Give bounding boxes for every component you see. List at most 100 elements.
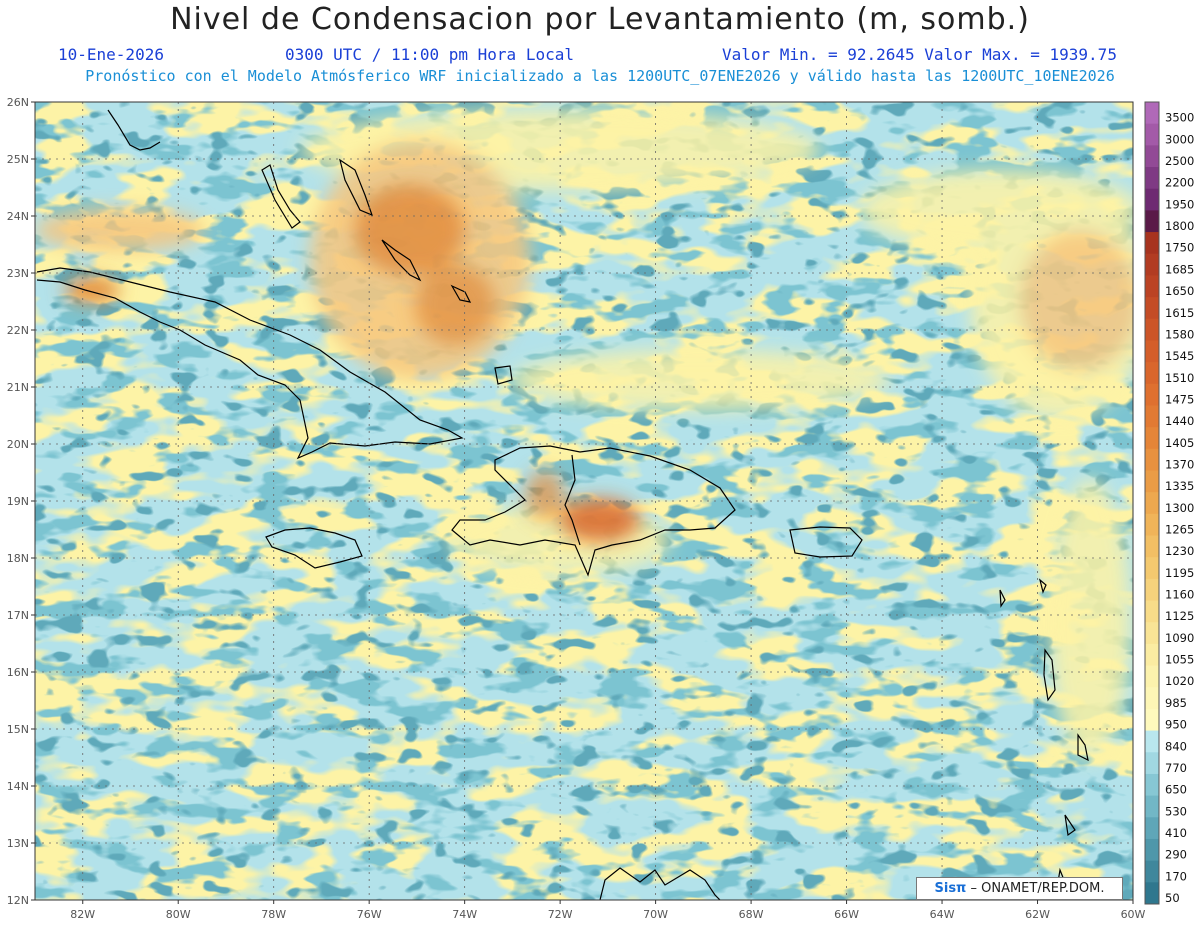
colorbar-label: 985 bbox=[1165, 696, 1187, 710]
colorbar-swatch bbox=[1145, 708, 1159, 732]
colorbar-swatch bbox=[1145, 730, 1159, 753]
colorbar-swatch bbox=[1145, 362, 1159, 385]
lat-tick-label: 20N bbox=[7, 438, 29, 451]
colorbar-swatch bbox=[1145, 318, 1159, 341]
valid-time: 0300 UTC / 11:00 pm Hora Local bbox=[285, 45, 574, 64]
colorbar-label: 1055 bbox=[1165, 653, 1194, 667]
lon-tick-label: 66W bbox=[834, 908, 859, 921]
colorbar-swatch bbox=[1145, 665, 1159, 688]
colorbar-label: 1160 bbox=[1165, 588, 1194, 602]
colorbar-label: 950 bbox=[1165, 718, 1187, 732]
colorbar-label: 1300 bbox=[1165, 501, 1194, 515]
colorbar-swatch bbox=[1145, 578, 1159, 602]
colorbar-label: 840 bbox=[1165, 739, 1187, 753]
lon-tick-label: 78W bbox=[261, 908, 286, 921]
coast-hispaniola bbox=[451, 445, 736, 577]
colorbar-swatch bbox=[1145, 448, 1159, 471]
coast-cuba bbox=[36, 267, 464, 460]
colorbar-swatch bbox=[1145, 253, 1159, 276]
colorbar-label: 650 bbox=[1165, 783, 1187, 797]
colorbar-swatch bbox=[1145, 405, 1159, 428]
lon-tick-label: 72W bbox=[548, 908, 573, 921]
colorbar-swatch bbox=[1145, 297, 1159, 320]
lat-tick-label: 17N bbox=[7, 609, 29, 622]
colorbar-label: 2500 bbox=[1165, 154, 1194, 168]
colorbar-swatch bbox=[1145, 687, 1159, 710]
longitude-axis: 82W 80W 78W 76W 74W 72W 70W 68W 66W 64W 62W 60W bbox=[70, 900, 1146, 921]
lat-tick-label: 16N bbox=[7, 666, 29, 679]
colorbar-label: 1090 bbox=[1165, 631, 1194, 645]
sispi-logo: Sisπ bbox=[934, 881, 967, 896]
colorbar-swatch bbox=[1145, 210, 1159, 233]
lat-tick-label: 15N bbox=[7, 723, 29, 736]
lat-lon-gridlines bbox=[35, 102, 1133, 900]
colorbar-label: 2200 bbox=[1165, 176, 1194, 190]
colorbar-label: 1950 bbox=[1165, 197, 1194, 211]
lat-tick-label: 14N bbox=[7, 780, 29, 793]
colorbar-label: 1510 bbox=[1165, 371, 1194, 385]
colorbar-swatch bbox=[1145, 513, 1159, 537]
lat-tick-label: 26N bbox=[7, 96, 29, 109]
colorbar: 3500 3000 2500 2200 1950 1800 1750 1685 1650 1615… bbox=[1144, 101, 1194, 905]
lat-tick-label: 19N bbox=[7, 495, 29, 508]
coast-south-america bbox=[599, 867, 721, 900]
colorbar-swatch bbox=[1145, 535, 1159, 558]
lon-tick-label: 70W bbox=[643, 908, 668, 921]
lat-tick-label: 13N bbox=[7, 837, 29, 850]
lat-tick-label: 12N bbox=[7, 894, 29, 907]
map-title: Nivel de Condensacion por Levantamiento … bbox=[170, 2, 1030, 37]
colorbar-swatch bbox=[1145, 773, 1159, 797]
colorbar-label: 1230 bbox=[1165, 544, 1194, 558]
colorbar-label: 1615 bbox=[1165, 306, 1194, 320]
colorbar-swatch bbox=[1145, 600, 1159, 623]
colorbar-swatch bbox=[1145, 838, 1159, 862]
colorbar-swatch bbox=[1145, 383, 1159, 406]
colorbar-label: 1685 bbox=[1165, 262, 1194, 276]
colorbar-label: 1405 bbox=[1165, 436, 1194, 450]
coast-puerto-rico bbox=[789, 526, 863, 558]
colorbar-label: 50 bbox=[1165, 891, 1180, 905]
lat-tick-label: 25N bbox=[7, 153, 29, 166]
colorbar-swatch bbox=[1145, 882, 1159, 905]
colorbar-label: 3500 bbox=[1165, 111, 1194, 125]
colorbar-swatch bbox=[1145, 427, 1159, 450]
colorbar-label: 1125 bbox=[1165, 609, 1194, 623]
colorbar-swatch bbox=[1145, 795, 1159, 818]
coast-florida bbox=[107, 109, 161, 151]
colorbar-swatch bbox=[1145, 102, 1159, 125]
colorbar-swatch bbox=[1145, 188, 1159, 211]
colorbar-frame bbox=[1144, 101, 1160, 905]
coast-bahamas-2 bbox=[339, 158, 374, 217]
colorbar-swatch bbox=[1145, 167, 1159, 190]
lat-tick-label: 23N bbox=[7, 267, 29, 280]
latitude-axis: 12N 13N 14N 15N 16N 17N 18N 19N 20N 21N 22N 23N 24N 2… bbox=[7, 96, 35, 907]
colorbar-swatch bbox=[1145, 492, 1159, 515]
lon-tick-label: 74W bbox=[452, 908, 477, 921]
valid-date: 10-Ene-2026 bbox=[58, 45, 164, 64]
colorbar-label: 1440 bbox=[1165, 414, 1194, 428]
coast-jamaica bbox=[265, 527, 363, 569]
min-max-values: Valor Min. = 92.2645 Valor Max. = 1939.7… bbox=[722, 45, 1117, 64]
coast-haiti-border bbox=[564, 454, 581, 546]
coast-inagua bbox=[494, 365, 513, 385]
colorbar-swatch bbox=[1145, 752, 1159, 775]
lat-tick-label: 21N bbox=[7, 381, 29, 394]
credit-text: – ONAMET/REP.DOM. bbox=[966, 881, 1105, 896]
colorbar-label: 530 bbox=[1165, 804, 1187, 818]
colorbar-label: 1650 bbox=[1165, 284, 1194, 298]
lon-tick-label: 80W bbox=[166, 908, 191, 921]
coast-bahamas-3 bbox=[381, 239, 422, 282]
colorbar-label: 770 bbox=[1165, 761, 1187, 775]
lon-tick-label: 60W bbox=[1121, 908, 1146, 921]
colorbar-swatch bbox=[1145, 643, 1159, 667]
colorbar-label: 170 bbox=[1165, 869, 1187, 883]
lon-tick-label: 64W bbox=[930, 908, 955, 921]
colorbar-swatch bbox=[1145, 860, 1159, 883]
colorbar-label: 410 bbox=[1165, 826, 1187, 840]
lon-tick-label: 68W bbox=[739, 908, 764, 921]
lat-tick-label: 22N bbox=[7, 324, 29, 337]
coastlines bbox=[36, 109, 1089, 900]
model-subtitle: Pronóstico con el Modelo Atmósferico WRF… bbox=[85, 67, 1115, 85]
colorbar-label: 290 bbox=[1165, 848, 1187, 862]
